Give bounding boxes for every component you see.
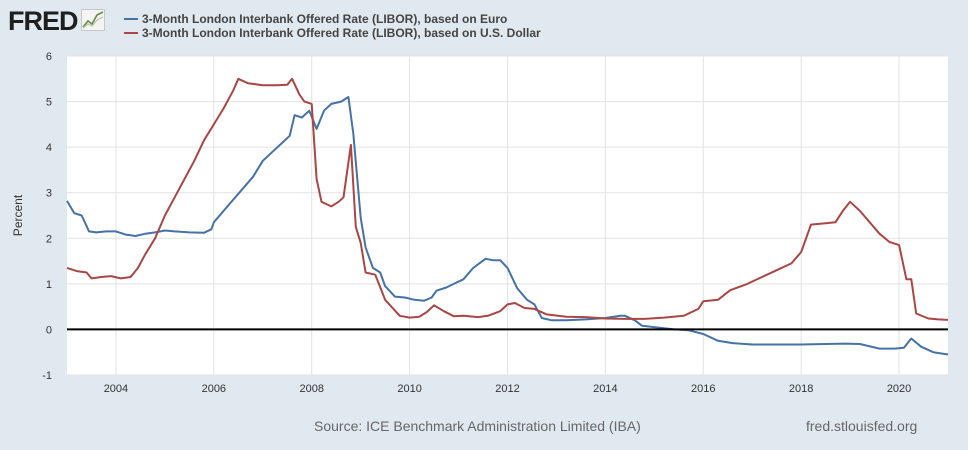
legend-item-usd[interactable]: 3-Month London Interbank Offered Rate (L…	[124, 26, 541, 40]
y-tick-label: 3	[46, 188, 52, 200]
y-tick-label: 5	[46, 97, 52, 109]
legend-label-usd: 3-Month London Interbank Offered Rate (L…	[142, 26, 541, 40]
x-tick-label: 2010	[397, 383, 421, 395]
y-tick-label: 1	[46, 279, 52, 291]
legend-swatch-usd	[124, 32, 138, 34]
logo-text: FRED	[8, 6, 78, 36]
source-note: Source: ICE Benchmark Administration Lim…	[314, 418, 641, 434]
y-tick-label: 4	[46, 142, 52, 154]
legend-swatch-euro	[124, 18, 138, 20]
x-tick-label: 2006	[202, 383, 226, 395]
chart-legend: 3-Month London Interbank Offered Rate (L…	[124, 12, 541, 40]
x-tick-label: 2012	[495, 383, 519, 395]
x-tick-label: 2020	[887, 383, 911, 395]
y-tick-label: 6	[46, 51, 52, 63]
legend-label-euro: 3-Month London Interbank Offered Rate (L…	[142, 12, 508, 26]
fred-logo[interactable]: FRED	[8, 6, 105, 36]
x-tick-label: 2008	[299, 383, 323, 395]
x-tick-label: 2004	[104, 383, 128, 395]
trend-graph-icon	[80, 8, 105, 36]
y-axis-label: Percent	[11, 194, 25, 236]
y-tick-label: -1	[42, 370, 52, 382]
legend-item-euro[interactable]: 3-Month London Interbank Offered Rate (L…	[124, 12, 541, 26]
site-link[interactable]: fred.stlouisfed.org	[806, 418, 918, 434]
y-tick-label: 2	[46, 233, 52, 245]
y-tick-label: 0	[46, 324, 52, 336]
series-line-usd	[66, 77, 949, 321]
x-tick-label: 2018	[789, 383, 813, 395]
x-tick-label: 2016	[691, 383, 715, 395]
x-tick-label: 2014	[593, 383, 617, 395]
series-line-euro	[66, 96, 949, 356]
